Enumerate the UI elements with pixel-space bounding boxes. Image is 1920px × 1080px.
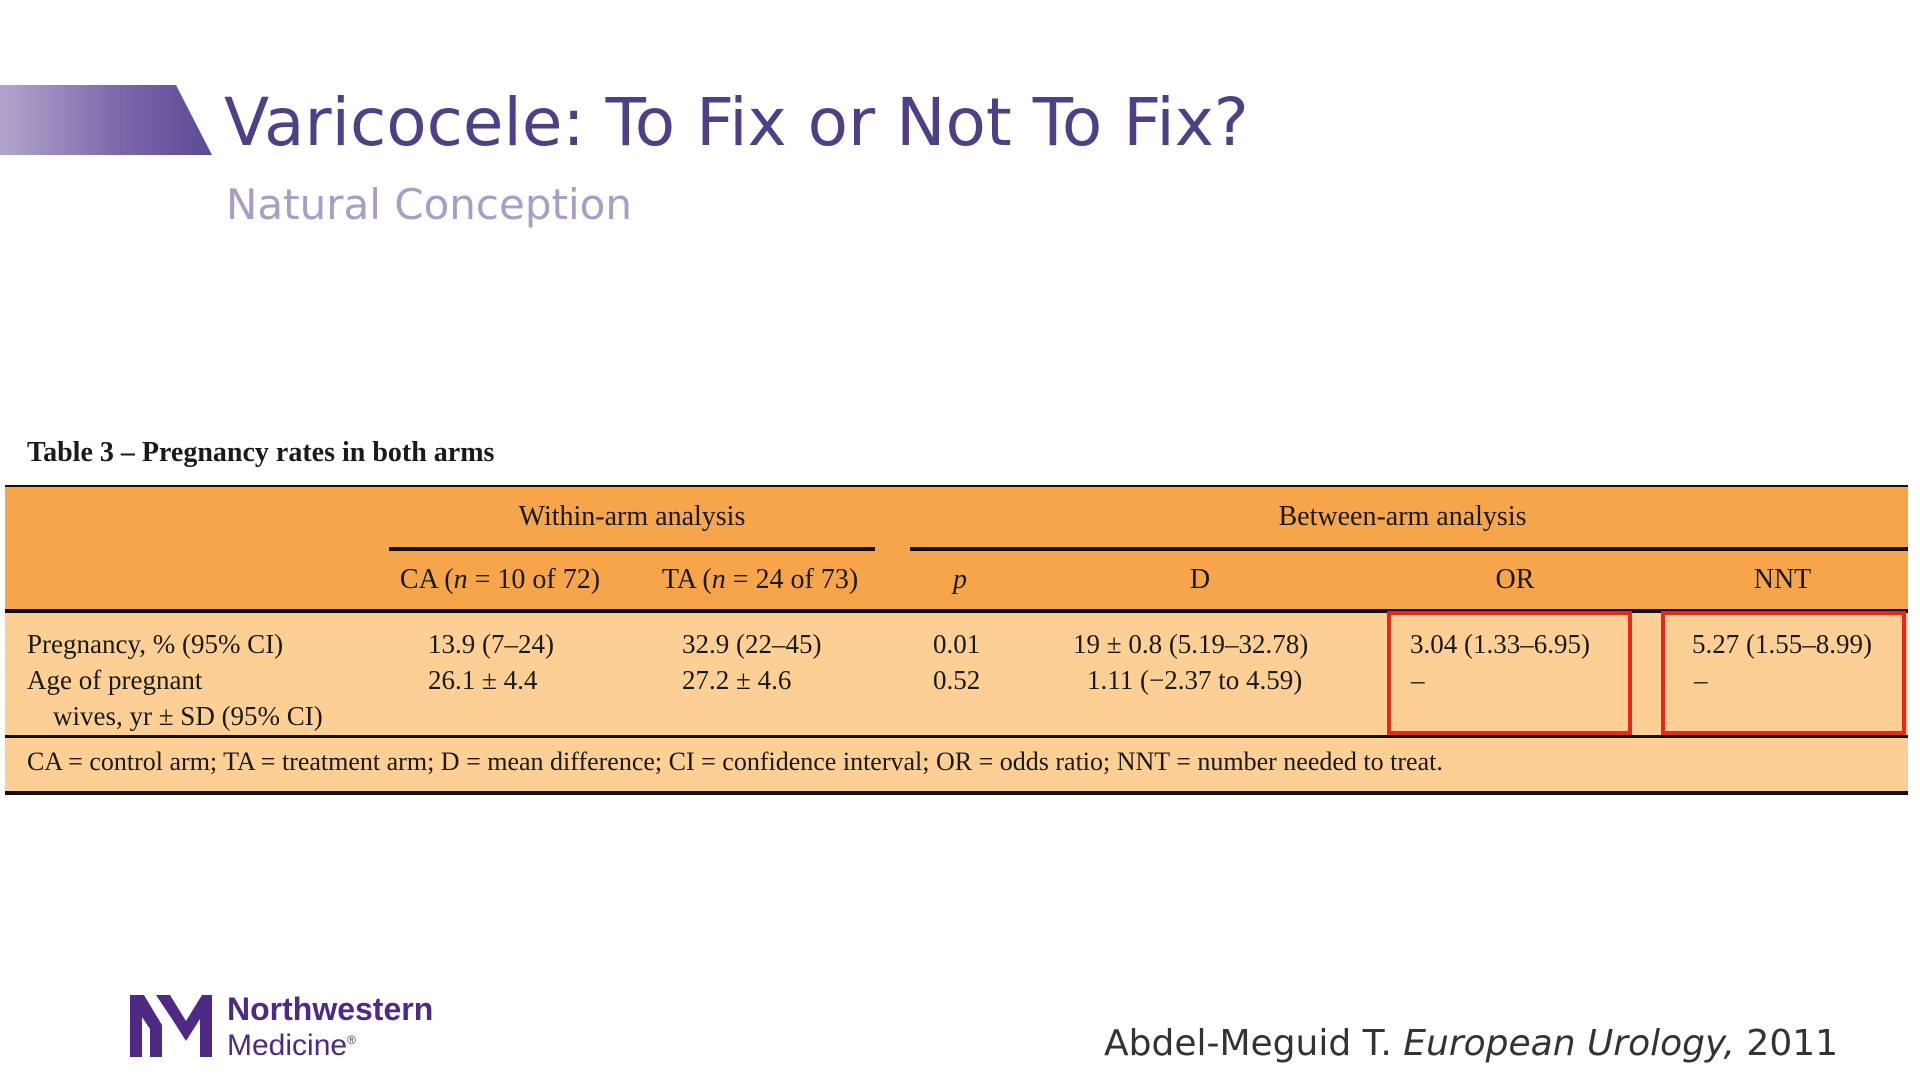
nnt-highlight-box (1661, 611, 1906, 735)
row-label-pregnancy: Pregnancy, % (95% CI) (27, 629, 284, 659)
between-arm-rule (910, 547, 1908, 551)
registered-mark: ® (347, 1033, 356, 1047)
body-bottom-rule (5, 735, 1908, 738)
cell-age-or: – (1411, 665, 1425, 695)
northwestern-medicine-logo-icon (130, 995, 212, 1057)
northwestern-medicine-logo: Northwestern Medicine® (130, 991, 460, 1063)
table-bottom-rule (5, 791, 1908, 795)
col-header-or: OR (1495, 564, 1535, 595)
table-caption: Table 3 – Pregnancy rates in both arms (27, 437, 495, 468)
cell-age-d: 1.11 (−2.37 to 4.59) (1087, 665, 1303, 695)
pregnancy-rates-table: Within-arm analysis Between-arm analysis… (5, 485, 1908, 795)
cell-pregnancy-ca: 13.9 (7–24) (428, 629, 554, 659)
within-arm-header: Within-arm analysis (518, 501, 746, 532)
logo-sub: Medicine® (227, 1029, 356, 1062)
header-bottom-rule (5, 609, 1908, 613)
cell-pregnancy-d: 19 ± 0.8 (5.19–32.78) (1073, 629, 1309, 659)
cell-age-ta: 27.2 ± 4.6 (682, 665, 792, 695)
cell-age-ca: 26.1 ± 4.4 (428, 665, 538, 695)
between-arm-header: Between-arm analysis (1278, 501, 1527, 532)
table-footnote: CA = control arm; TA = treatment arm; D … (27, 747, 1443, 776)
col-header-ta: TA (n = 24 of 73) (661, 564, 859, 595)
slide-title: Varicocele: To Fix or Not To Fix? (224, 84, 1249, 161)
row-label-age-cont: wives, yr ± SD (95% CI) (53, 701, 323, 731)
cell-pregnancy-or: 3.04 (1.33–6.95) (1410, 629, 1590, 659)
cell-pregnancy-p: 0.01 (933, 629, 981, 659)
col-header-d: D (1189, 564, 1211, 595)
logo-name: Northwestern (227, 991, 434, 1027)
cell-age-p: 0.52 (933, 665, 981, 695)
citation: Abdel-Meguid T. European Urology, 2011 (1104, 1023, 1839, 1064)
col-header-nnt: NNT (1753, 564, 1812, 595)
cell-pregnancy-nnt: 5.27 (1.55–8.99) (1692, 629, 1872, 659)
row-label-age: Age of pregnant (27, 665, 203, 695)
within-arm-rule (389, 547, 875, 551)
col-header-ca: CA (n = 10 of 72) (399, 564, 601, 595)
or-highlight-box (1387, 611, 1632, 735)
col-header-p: p (953, 564, 967, 595)
title-accent-bar (0, 85, 212, 155)
cell-pregnancy-ta: 32.9 (22–45) (682, 629, 822, 659)
slide-subtitle: Natural Conception (226, 180, 632, 229)
table-body-band (5, 612, 1908, 795)
cell-age-nnt: – (1694, 665, 1708, 695)
